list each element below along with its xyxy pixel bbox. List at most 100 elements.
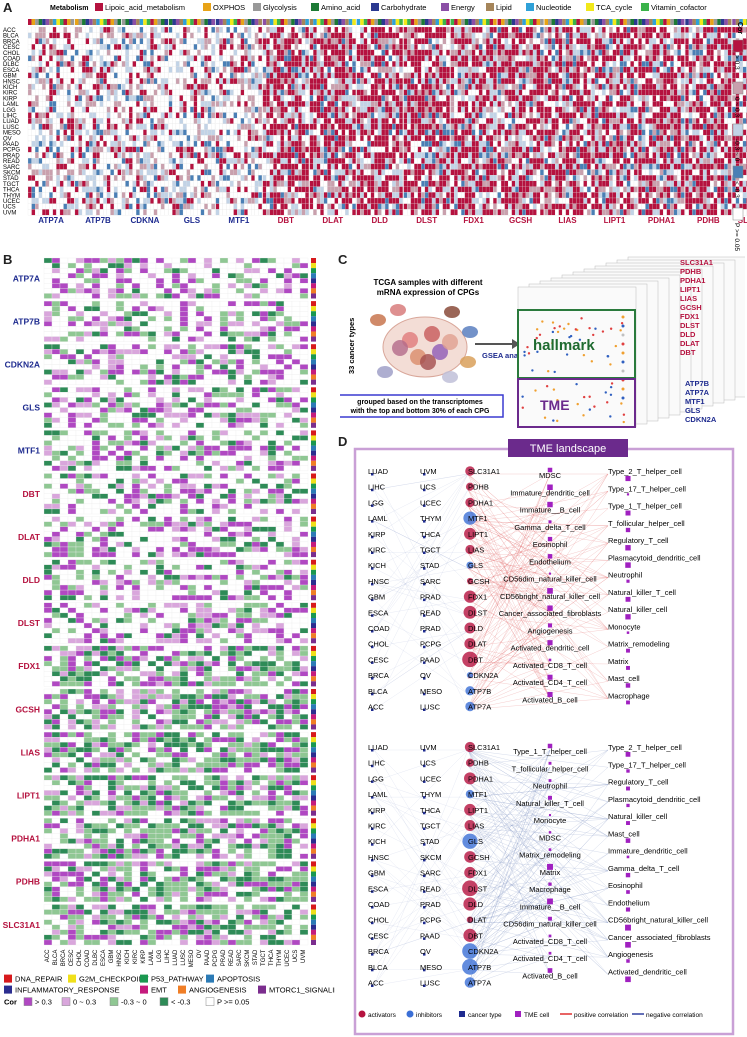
heatmap-cell: [52, 43, 57, 50]
heatmap-cell: [471, 169, 476, 176]
heatmap-cell: [139, 55, 144, 62]
heatmap-cell: [388, 209, 393, 216]
heatmap-cell: [27, 95, 32, 102]
heatmap-cell: [544, 100, 549, 107]
metabolism-annotation-cell: [454, 19, 458, 25]
heatmap-cell: [446, 38, 450, 45]
heatmap-cell: [63, 158, 68, 164]
heatmap-cell: [106, 169, 111, 176]
heatmap-cell: [146, 78, 151, 85]
heatmap-cell: [113, 55, 118, 62]
heatmap-cell: [164, 180, 169, 187]
heatmap-cell: [381, 197, 386, 204]
heatmap-cell: [78, 49, 83, 56]
heatmap-cell: [219, 112, 224, 119]
heatmap-cell: [500, 106, 505, 113]
heatmap-cell: [374, 72, 379, 79]
heatmap-cell: [38, 89, 43, 96]
heatmap-cell: [421, 209, 426, 216]
heatmap-cell: [128, 49, 133, 56]
heatmap-cell: [327, 49, 332, 56]
heatmap-cell: [283, 129, 288, 136]
heatmap-cell: [500, 180, 505, 187]
heatmap-cell: [410, 26, 415, 33]
metabolism-annotation-cell: [110, 19, 114, 25]
heatmap-cell: [276, 203, 281, 210]
heatmap-cell: [240, 61, 245, 68]
heatmap-cell: [360, 55, 364, 62]
heatmap-cell: [403, 72, 408, 79]
heatmap-cell: [471, 175, 476, 181]
heatmap-cell: [407, 43, 411, 50]
heatmap-cell: [251, 209, 255, 216]
heatmap-cell: [219, 72, 224, 79]
heatmap-cell: [237, 72, 241, 79]
metabolism-annotation-cell: [551, 19, 556, 25]
heatmap-cell: [442, 129, 447, 136]
heatmap-cell: [136, 118, 140, 124]
heatmap-cell: [298, 61, 302, 68]
heatmap-cell: [464, 106, 469, 113]
heatmap-cell: [117, 123, 122, 130]
heatmap-cell: [52, 169, 57, 176]
heatmap-cell: [247, 112, 252, 119]
heatmap-cell: [113, 152, 118, 159]
heatmap-cell: [85, 186, 90, 193]
heatmap-cell: [66, 197, 71, 204]
heatmap-cell: [153, 43, 158, 50]
heatmap-cell: [63, 78, 68, 85]
heatmap-cell: [298, 152, 302, 159]
heatmap-cell: [74, 72, 79, 79]
heatmap-cell: [370, 72, 375, 79]
heatmap-cell: [356, 118, 361, 124]
heatmap-cell: [78, 26, 83, 33]
heatmap-cell: [544, 61, 549, 68]
heatmap-cell: [269, 140, 274, 147]
heatmap-cell: [320, 169, 325, 176]
heatmap-cell: [283, 197, 288, 204]
heatmap-cell: [309, 186, 314, 193]
heatmap-cell: [172, 140, 177, 147]
heatmap-cell: [193, 123, 198, 130]
heatmap-cell: [237, 95, 241, 102]
heatmap-cell: [384, 209, 389, 216]
heatmap-cell: [254, 89, 259, 96]
heatmap-cell: [294, 186, 299, 193]
heatmap-cell: [457, 89, 462, 96]
heatmap-cell: [182, 49, 187, 56]
heatmap-cell: [338, 158, 342, 164]
heatmap-cell: [70, 72, 75, 79]
heatmap-cell: [99, 106, 104, 113]
heatmap-cell: [395, 43, 400, 50]
heatmap-cell: [478, 26, 483, 33]
heatmap-cell: [226, 118, 231, 124]
heatmap-cell: [518, 89, 523, 96]
heatmap-cell: [424, 140, 429, 147]
heatmap-cell: [89, 192, 93, 199]
heatmap-cell: [283, 61, 288, 68]
heatmap-cell: [254, 203, 259, 210]
cancer-label: CESC: [3, 45, 20, 51]
heatmap-cell: [66, 72, 71, 79]
heatmap-cell: [341, 197, 346, 204]
heatmap-cell: [511, 209, 516, 216]
heatmap-cell: [461, 38, 465, 45]
heatmap-cell: [172, 100, 177, 107]
heatmap-cell: [392, 209, 396, 216]
heatmap-cell: [291, 95, 295, 102]
heatmap-cell: [226, 152, 231, 159]
heatmap-cell: [522, 66, 526, 73]
heatmap-cell: [146, 112, 151, 119]
heatmap-cell: [244, 118, 248, 124]
heatmap-cell: [464, 175, 469, 181]
heatmap-cell: [464, 55, 469, 62]
heatmap-cell: [66, 163, 71, 170]
heatmap-cell: [74, 135, 79, 142]
heatmap-cell: [38, 49, 43, 56]
heatmap-cell: [421, 180, 426, 187]
heatmap-cell: [204, 175, 209, 181]
heatmap-cell: [233, 192, 238, 199]
metabolism-annotation-cell: [555, 19, 559, 25]
heatmap-cell: [454, 140, 458, 147]
heatmap-cell: [482, 169, 487, 176]
